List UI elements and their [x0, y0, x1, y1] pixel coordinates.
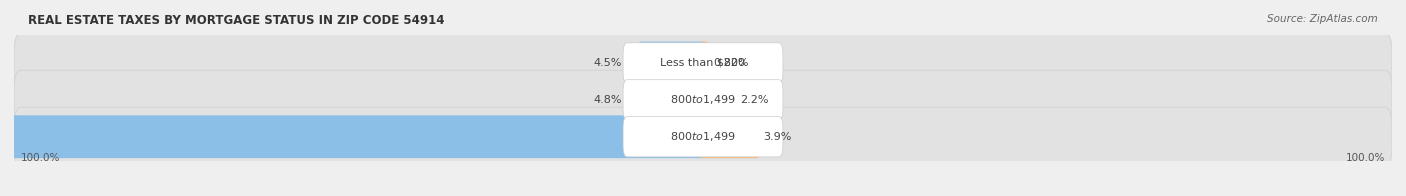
Text: Less than $800: Less than $800 [661, 58, 745, 68]
Text: 2.2%: 2.2% [740, 95, 769, 105]
FancyBboxPatch shape [0, 115, 707, 158]
FancyBboxPatch shape [14, 34, 1392, 93]
FancyBboxPatch shape [699, 78, 738, 121]
Text: 3.9%: 3.9% [763, 132, 792, 142]
FancyBboxPatch shape [14, 107, 1392, 166]
Text: 4.5%: 4.5% [593, 58, 621, 68]
Text: 4.8%: 4.8% [593, 95, 621, 105]
Text: 100.0%: 100.0% [1346, 153, 1385, 163]
FancyBboxPatch shape [623, 117, 783, 157]
Text: $800 to $1,499: $800 to $1,499 [671, 130, 735, 143]
FancyBboxPatch shape [623, 43, 783, 83]
FancyBboxPatch shape [623, 80, 783, 120]
Text: 100.0%: 100.0% [21, 153, 60, 163]
Text: 0.22%: 0.22% [713, 58, 748, 68]
FancyBboxPatch shape [637, 42, 707, 84]
Text: $800 to $1,499: $800 to $1,499 [671, 93, 735, 106]
FancyBboxPatch shape [14, 70, 1392, 129]
Text: REAL ESTATE TAXES BY MORTGAGE STATUS IN ZIP CODE 54914: REAL ESTATE TAXES BY MORTGAGE STATUS IN … [28, 14, 444, 27]
FancyBboxPatch shape [633, 78, 707, 121]
FancyBboxPatch shape [699, 42, 710, 84]
Text: Source: ZipAtlas.com: Source: ZipAtlas.com [1267, 14, 1378, 24]
FancyBboxPatch shape [699, 115, 761, 158]
